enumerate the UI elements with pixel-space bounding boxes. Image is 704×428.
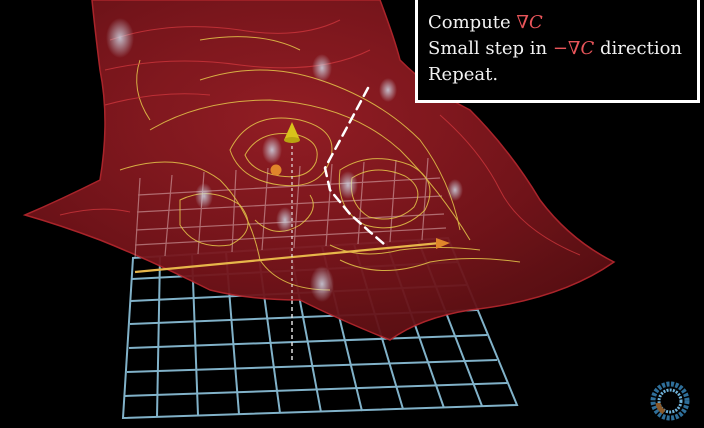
loss-surface xyxy=(22,0,616,341)
compute-label: Compute xyxy=(428,12,517,33)
descent-path xyxy=(323,86,386,246)
contour-lines-red xyxy=(59,19,581,256)
direction-label: direction xyxy=(594,38,683,59)
algorithm-box: Compute ∇C Small step in −∇C direction R… xyxy=(415,0,700,103)
surface-grid xyxy=(134,157,447,259)
algorithm-step-small-step: Small step in −∇C direction xyxy=(428,36,697,62)
point-marker xyxy=(270,164,282,176)
gradient-symbol: ∇C xyxy=(516,12,543,33)
axis-arrow-up-icon xyxy=(284,122,300,140)
algorithm-step-compute: Compute ∇C xyxy=(428,10,697,36)
negative-gradient-symbol: −∇C xyxy=(552,38,595,59)
axis-arrow-right-icon xyxy=(436,238,450,249)
pi-creature-logo-icon xyxy=(650,381,690,421)
algorithm-step-repeat: Repeat. xyxy=(428,64,499,85)
x-axis xyxy=(134,241,441,274)
small-step-label: Small step in xyxy=(428,38,553,59)
surface-highlights xyxy=(106,18,463,302)
contour-lines xyxy=(119,36,521,291)
